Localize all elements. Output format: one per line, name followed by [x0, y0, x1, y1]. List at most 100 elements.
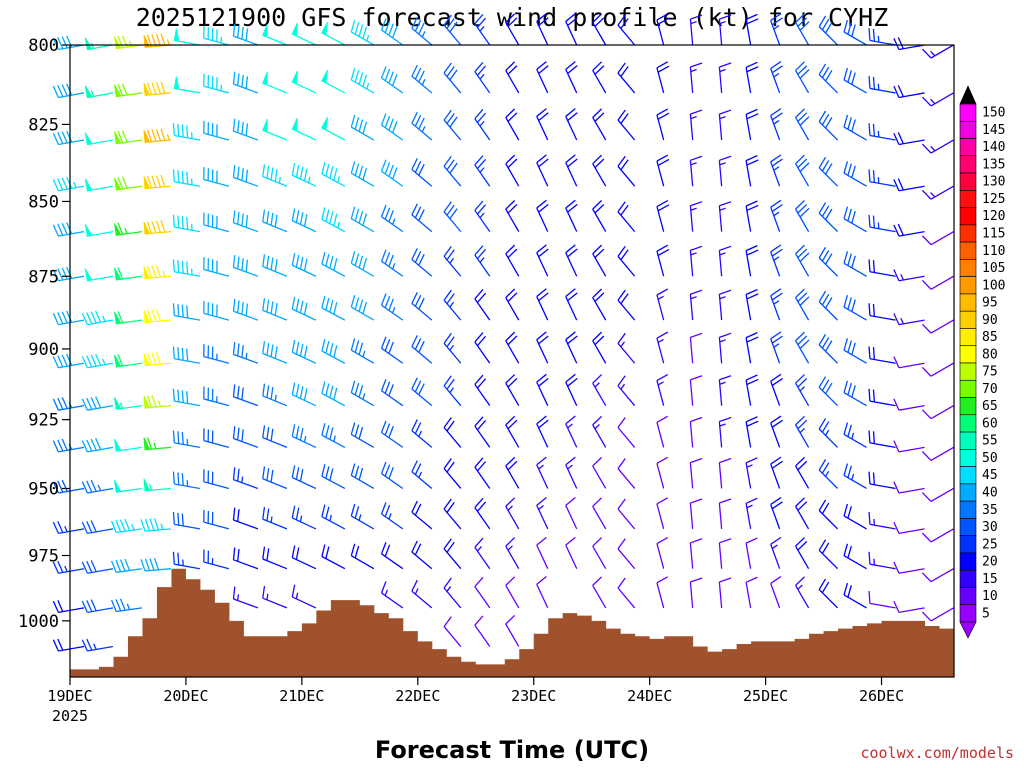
- colorbar-swatch: [959, 362, 977, 381]
- wind-barb: [84, 268, 114, 282]
- wind-barb: [770, 154, 783, 187]
- wind-barb: [617, 201, 636, 233]
- wind-barb: [770, 497, 783, 530]
- wind-barb: [474, 497, 491, 530]
- colorbar-label: 10: [982, 589, 998, 604]
- wind-barb: [52, 521, 85, 535]
- wind-barb: [745, 457, 758, 489]
- wind-barb: [893, 356, 925, 369]
- wind-barb: [565, 331, 578, 364]
- colorbar-label: 140: [982, 140, 1005, 155]
- wind-barb: [893, 481, 925, 494]
- wind-barb: [843, 463, 867, 490]
- wind-barb: [411, 111, 433, 141]
- wind-barb: [321, 116, 346, 141]
- wind-barb: [380, 581, 404, 609]
- wind-barb: [321, 544, 346, 570]
- wind-barb: [262, 585, 288, 609]
- wind-barb: [718, 201, 732, 232]
- wind-barb: [818, 156, 839, 187]
- wind-barb: [795, 537, 810, 570]
- wind-barb: [617, 458, 636, 489]
- wind-barb: [380, 159, 404, 187]
- y-tick-label: 850: [28, 192, 59, 212]
- wind-barb: [262, 506, 288, 530]
- wind-barb: [565, 199, 578, 232]
- wind-barb: [203, 344, 230, 364]
- wind-barb: [536, 288, 549, 321]
- wind-barb: [592, 576, 607, 609]
- wind-barb: [656, 456, 669, 489]
- wind-barb: [656, 331, 669, 364]
- wind-barb: [380, 204, 404, 233]
- wind-barb: [114, 83, 143, 98]
- wind-barb: [52, 35, 85, 51]
- wind-barb: [565, 373, 578, 406]
- wind-barb: [474, 108, 491, 141]
- wind-barb: [770, 288, 783, 321]
- wind-barb: [745, 61, 759, 94]
- wind-barb: [893, 269, 925, 282]
- wind-barb: [143, 395, 172, 409]
- wind-barb: [474, 576, 491, 609]
- wind-barb: [443, 201, 462, 233]
- wind-barb: [262, 341, 288, 364]
- wind-barb: [52, 353, 85, 369]
- wind-barb: [921, 185, 954, 200]
- wind-barb: [203, 549, 230, 570]
- wind-barb: [745, 374, 759, 406]
- wind-barb: [411, 203, 433, 233]
- x-tick-label: 24DEC: [627, 687, 672, 705]
- colorbar-swatch: [959, 276, 977, 295]
- colorbar: 1501451401351301251201151101051009590858…: [959, 85, 1005, 639]
- wind-barb: [81, 520, 114, 535]
- wind-barb: [843, 251, 867, 277]
- wind-barb: [843, 503, 867, 530]
- wind-barb: [795, 497, 810, 530]
- wind-barb: [843, 295, 867, 321]
- wind-barb: [232, 384, 259, 407]
- wind-barb: [262, 425, 288, 449]
- wind-barb: [656, 244, 670, 277]
- wind-barb: [745, 13, 759, 46]
- wind-barb: [617, 14, 636, 46]
- wind-barb: [474, 537, 491, 570]
- wind-barb: [411, 540, 433, 570]
- credit-link[interactable]: coolwx.com/models: [860, 744, 1014, 762]
- wind-barb: [818, 539, 839, 570]
- wind-barb: [718, 457, 732, 489]
- wind-barb: [262, 23, 288, 46]
- wind-barb: [81, 310, 114, 326]
- wind-barb: [291, 162, 317, 187]
- colorbar-label: 15: [982, 572, 998, 587]
- wind-barb: [770, 331, 783, 364]
- wind-barb: [718, 62, 732, 93]
- wind-barb: [474, 332, 491, 364]
- wind-barb: [770, 373, 783, 406]
- wind-barb: [172, 346, 201, 364]
- wind-barb: [443, 14, 462, 46]
- wind-barb: [893, 521, 925, 535]
- wind-barb: [203, 212, 230, 233]
- wind-barb: [718, 498, 732, 529]
- wind-barb: [203, 301, 230, 321]
- wind-barb: [565, 13, 578, 46]
- wind-barb: [443, 62, 462, 94]
- wind-barb: [656, 199, 670, 232]
- x-tick-label: 19DEC: [47, 687, 92, 705]
- wind-barb: [114, 397, 143, 410]
- wind-barb: [893, 440, 925, 453]
- wind-barb: [443, 577, 462, 609]
- colorbar-swatch: [959, 345, 977, 364]
- wind-barb: [868, 76, 896, 94]
- colorbar-bottom-arrow: [959, 621, 977, 639]
- wind-barb: [718, 14, 732, 46]
- wind-barb: [818, 333, 839, 364]
- wind-barb: [921, 319, 954, 334]
- wind-barb: [868, 471, 896, 490]
- colorbar-label: 95: [982, 296, 998, 311]
- wind-barb: [232, 254, 259, 277]
- wind-barb: [411, 16, 433, 46]
- wind-barb: [505, 244, 520, 277]
- wind-barb: [443, 332, 462, 364]
